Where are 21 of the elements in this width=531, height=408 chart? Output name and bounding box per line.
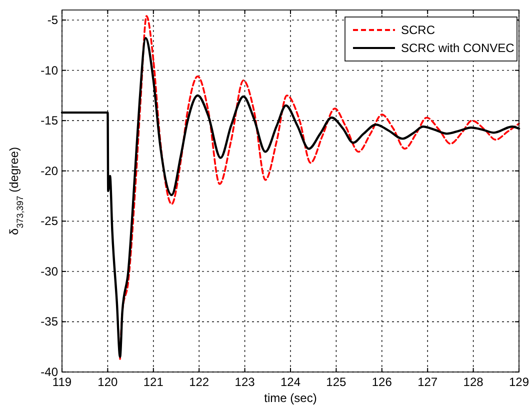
y-tick-label: -25	[40, 214, 58, 228]
x-tick-label: 126	[372, 375, 392, 389]
y-tick-label: -20	[40, 164, 58, 178]
y-tick-label: -10	[40, 63, 58, 78]
x-tick-label: 121	[143, 375, 164, 389]
x-tick-label: 122	[189, 375, 210, 389]
legend-label: SCRC with CONVEC	[401, 41, 515, 55]
y-tick-label: -5	[47, 13, 58, 28]
x-tick-label: 127	[418, 375, 438, 389]
x-tick-label: 129	[508, 375, 530, 389]
x-tick-label: 124	[280, 375, 301, 389]
legend-label: SCRC	[401, 23, 436, 37]
x-tick-label: 120	[98, 375, 118, 389]
x-tick-label: 128	[463, 375, 484, 389]
y-tick-label: -30	[40, 264, 58, 278]
y-tick-label: -35	[40, 314, 58, 329]
line-series	[119, 15, 520, 360]
x-tick-label: 123	[234, 375, 256, 389]
x-tick-label: 125	[326, 375, 347, 389]
y-tick-label: -15	[40, 114, 58, 128]
x-axis-title: time (sec)	[264, 391, 317, 405]
